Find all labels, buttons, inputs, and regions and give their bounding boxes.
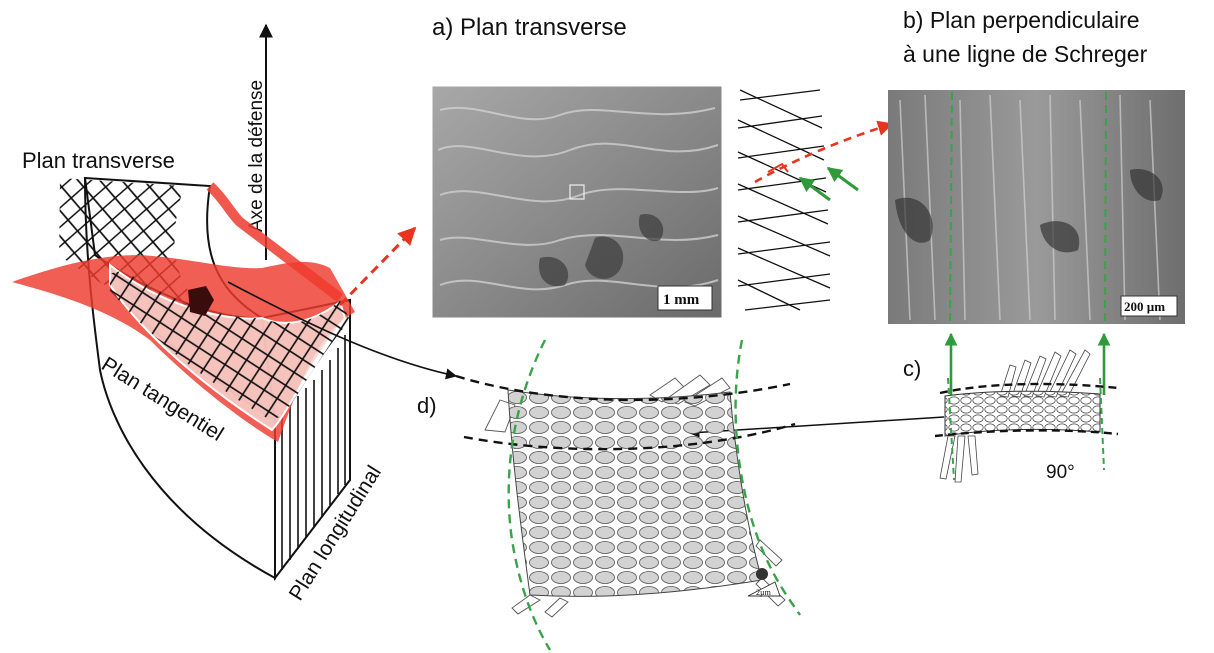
arrow-to-panel-b: [754, 120, 894, 184]
panel-b-scalebar: 200 µm: [1124, 299, 1165, 314]
panel-d-cell-sheet: [507, 389, 763, 597]
panel-b-shadows: [895, 169, 1163, 253]
arrow-to-panel-d: [227, 281, 458, 380]
panel-b-scalebar-box: [1120, 295, 1178, 317]
sample-spot: [188, 286, 214, 316]
panel-a-sem-image: [431, 85, 723, 319]
panel-a-right-angle: [767, 162, 789, 173]
panel-a-title: a) Plan transverse: [432, 14, 627, 41]
panel-a-inset-box: [569, 184, 585, 200]
panel-c-green-left: [947, 377, 955, 481]
panel-a-scalebar-box: [657, 285, 713, 311]
arrow-to-panel-a: [338, 226, 417, 307]
panel-b: b) Plan perpendiculaire à une ligne de S…: [888, 7, 1185, 395]
tusk-block: Axe de la défense Plan tr: [12, 23, 458, 605]
panel-d-green-right: [734, 339, 801, 616]
panel-d-tubules-bottom: [511, 539, 786, 618]
panel-d: d) 2µm: [417, 339, 801, 651]
tangential-plane-top: [206, 182, 344, 302]
panel-a-lattice: [737, 89, 831, 311]
green-arrow-1: [798, 176, 831, 202]
panel-d-scale-dot: [756, 568, 768, 580]
panel-c: c) 90°: [688, 349, 1119, 483]
panel-c-angle: 90°: [1046, 462, 1075, 483]
panel-c-boundary-top: [939, 382, 1119, 395]
panel-b-title-line1: b) Plan perpendiculaire: [903, 7, 1140, 33]
panel-b-title-line2: à une ligne de Schreger: [903, 41, 1148, 67]
longitudinal-stripes: [281, 335, 346, 570]
label-plan-transverse: Plan transverse: [22, 148, 175, 173]
panel-c-green-right: [1099, 377, 1105, 471]
panel-c-tubules-top: [999, 349, 1091, 398]
panel-b-sem-image: [888, 90, 1185, 324]
green-arrow-2: [826, 166, 859, 192]
panel-a: a) Plan transverse 1 mm: [431, 14, 894, 319]
panel-a-scalebar: 1 mm: [663, 292, 700, 308]
panel-a-shadows: [539, 214, 664, 287]
panel-d-scale-triangle: [747, 581, 781, 597]
axis-label: Axe de la défense: [246, 80, 267, 232]
panel-c-boundary-bottom: [934, 429, 1119, 438]
panel-d-scalebar: 2µm: [756, 588, 772, 597]
panel-d-boundary-bottom: [463, 422, 796, 451]
panel-c-band: [944, 390, 1101, 437]
panel-c-tubules-bottom: [939, 435, 979, 483]
panel-d-boundary-top: [455, 374, 791, 402]
panel-c-label: c): [903, 356, 921, 381]
panel-d-green-left: [507, 339, 552, 651]
panel-d-label: d): [417, 393, 437, 418]
